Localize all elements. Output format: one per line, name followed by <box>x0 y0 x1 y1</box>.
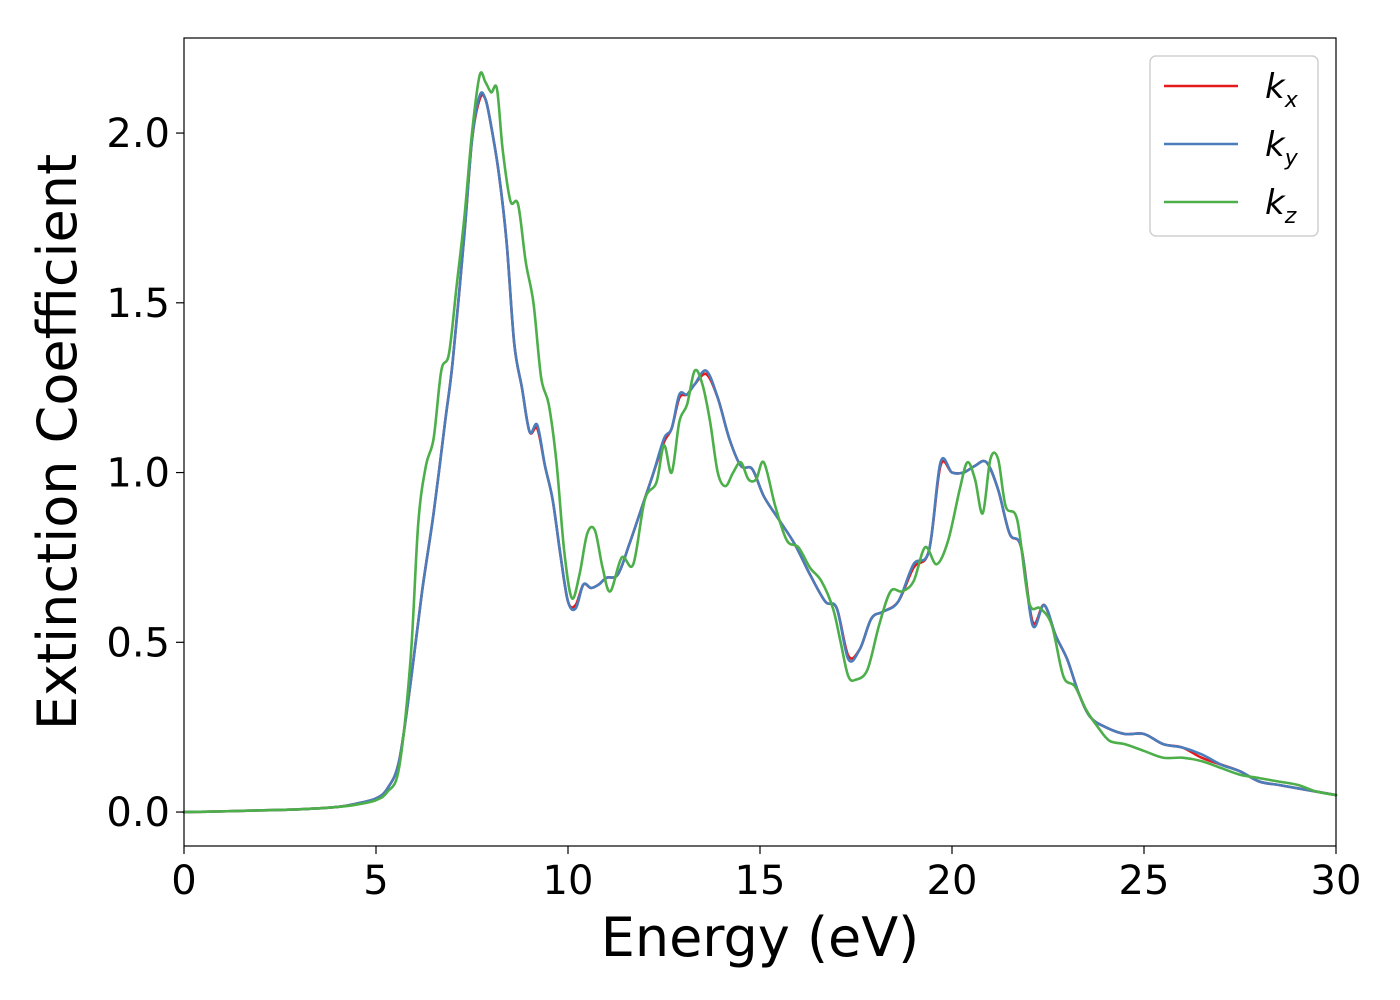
series-line-ky <box>182 91 1338 814</box>
y-tick-label: 1.5 <box>106 281 170 327</box>
x-tick-label: 15 <box>735 858 786 904</box>
x-tick-label: 25 <box>1119 858 1170 904</box>
x-tick-label: 20 <box>927 858 978 904</box>
x-axis-label: Energy (eV) <box>601 906 920 969</box>
legend-label-kx: kx <box>1265 67 1299 113</box>
tick-layer: 0 5 10 15 20 25 30 0.0 0.5 1.0 1.5 2.0 <box>106 111 1361 904</box>
x-tick-label: 30 <box>1311 858 1362 904</box>
y-tick-label: 2.0 <box>106 111 170 157</box>
y-axis-label: Extinction Coefficient <box>26 154 89 730</box>
x-tick-label: 10 <box>543 858 594 904</box>
series-line-kz <box>182 71 1338 814</box>
x-tick-label: 5 <box>363 858 388 904</box>
series-layer <box>182 71 1338 814</box>
legend-frame <box>1149 55 1319 237</box>
y-tick-label: 1.0 <box>106 451 170 497</box>
y-tick-label: 0.0 <box>106 790 170 836</box>
y-tick-label: 0.5 <box>106 620 170 666</box>
x-tick-label: 0 <box>171 858 196 904</box>
